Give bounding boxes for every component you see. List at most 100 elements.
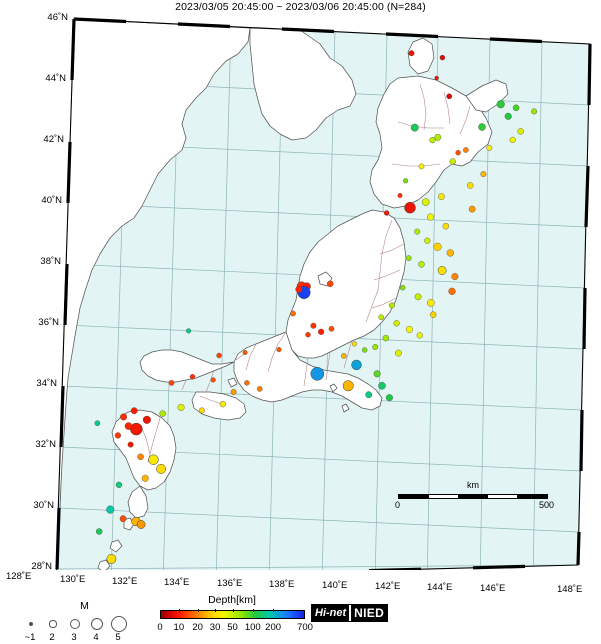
epicenter-marker bbox=[446, 93, 453, 100]
epicenter-marker bbox=[142, 415, 151, 424]
depth-legend-title: Depth[km] bbox=[208, 594, 256, 606]
epicenter-marker bbox=[414, 228, 421, 235]
magnitude-label: 3 bbox=[71, 632, 77, 643]
epicenter-marker bbox=[130, 407, 138, 415]
epicenter-marker bbox=[434, 133, 442, 141]
magnitude-symbol bbox=[70, 619, 80, 629]
epicenter-marker bbox=[404, 201, 416, 214]
depth-tick-label: 10 bbox=[173, 622, 185, 633]
epicenter-marker bbox=[486, 144, 493, 151]
epicenter-marker bbox=[512, 104, 520, 112]
depth-legend: Depth[km] 0 10 20 30 50 100 200 700 bbox=[157, 594, 313, 640]
lon-label-142: 142˚E bbox=[375, 581, 401, 592]
magnitude-legend-title: M bbox=[80, 600, 89, 612]
epicenter-marker bbox=[434, 75, 439, 81]
depth-tick bbox=[273, 609, 275, 612]
epicenter-marker bbox=[405, 325, 413, 333]
epicenter-marker bbox=[362, 347, 368, 353]
epicenter-marker bbox=[397, 193, 403, 198]
depth-tick-label: 50 bbox=[227, 622, 238, 633]
scale-bar-track bbox=[398, 494, 548, 499]
depth-tick-label: 100 bbox=[244, 622, 261, 633]
epicenter-marker bbox=[410, 123, 419, 132]
epicenter-marker bbox=[305, 332, 311, 338]
epicenter-marker bbox=[137, 453, 144, 461]
epicenter-marker bbox=[429, 311, 437, 318]
epicenter-marker bbox=[230, 389, 237, 395]
map-frame bbox=[55, 17, 592, 570]
epicenter-marker bbox=[388, 302, 395, 309]
lon-label-128: 128˚E bbox=[6, 571, 32, 582]
lat-label-44: 44˚N bbox=[45, 73, 66, 84]
magnitude-label: 4 bbox=[93, 632, 99, 643]
epicenter-marker bbox=[318, 328, 325, 335]
epicenter-marker bbox=[385, 394, 393, 402]
epicenter-marker bbox=[427, 299, 435, 307]
epicenter-marker bbox=[114, 432, 121, 439]
epicenter-marker bbox=[408, 50, 415, 57]
magnitude-label: ~1 bbox=[24, 632, 36, 643]
epicenter-marker bbox=[480, 171, 487, 178]
prefecture-borders bbox=[139, 83, 471, 463]
epicenter-marker bbox=[442, 222, 450, 230]
epicenter-marker bbox=[393, 320, 400, 327]
epicenter-marker bbox=[256, 386, 263, 392]
magnitude-label: 2 bbox=[49, 632, 55, 643]
epicenter-marker bbox=[468, 205, 476, 213]
lon-label-132: 132˚E bbox=[112, 576, 138, 587]
lat-label-34: 34˚N bbox=[36, 378, 57, 389]
epicenter-marker bbox=[94, 420, 101, 427]
epicenter-marker bbox=[414, 293, 422, 301]
epicenter-marker bbox=[418, 163, 425, 170]
epicenter-marker bbox=[351, 359, 362, 371]
lat-label-40: 40˚N bbox=[41, 195, 62, 206]
lon-label-138: 138˚E bbox=[269, 579, 295, 590]
epicenter-marker bbox=[478, 123, 486, 131]
epicenter-marker bbox=[159, 410, 166, 417]
depth-tick bbox=[197, 609, 199, 612]
lat-label-32: 32˚N bbox=[35, 439, 56, 450]
epicenter-marker bbox=[373, 370, 381, 378]
epicenter-marker bbox=[244, 380, 250, 386]
epicenter-marker bbox=[326, 280, 334, 288]
depth-tick-label: 30 bbox=[209, 622, 221, 633]
epicenter-marker bbox=[424, 237, 431, 244]
epicenter-marker bbox=[378, 382, 386, 390]
epicenter-marker bbox=[449, 158, 456, 165]
epicenter-marker bbox=[439, 54, 446, 61]
epicenter-marker bbox=[141, 474, 149, 482]
legend-area: M ~1 2 3 4 5 Depth[km] 0 10 20 30 50 100 200 700 Hi… bbox=[0, 572, 601, 643]
epicenter-marker bbox=[466, 182, 474, 189]
magnitude-label: 5 bbox=[115, 632, 121, 643]
epicenter-marker bbox=[437, 266, 447, 275]
epicenter-marker bbox=[295, 285, 303, 293]
epicenter-marker bbox=[418, 261, 425, 268]
epicenter-marker bbox=[342, 380, 354, 392]
magnitude-symbol-row bbox=[22, 614, 147, 633]
epicenter-marker bbox=[186, 328, 192, 334]
epicenter-marker bbox=[427, 213, 434, 221]
epicenter-marker bbox=[433, 242, 442, 251]
epicenter-marker bbox=[216, 352, 222, 359]
epicenter-marker bbox=[290, 310, 296, 317]
epicenter-marker bbox=[127, 441, 134, 448]
magnitude-symbol bbox=[110, 615, 128, 633]
magnitude-symbol bbox=[90, 617, 104, 631]
nied-logo-text: NIED bbox=[351, 605, 388, 621]
lon-label-144: 144˚E bbox=[427, 582, 453, 593]
lon-label-148: 148˚E bbox=[557, 584, 583, 595]
epicenter-marker bbox=[276, 347, 282, 353]
epicenter-marker bbox=[438, 193, 445, 200]
lat-label-46: 46˚N bbox=[47, 12, 68, 23]
scale-bar: km 0 500 bbox=[395, 480, 554, 512]
epicenter-marker bbox=[189, 374, 196, 380]
epicenter-marker bbox=[119, 515, 127, 523]
epicenter-marker bbox=[403, 178, 409, 184]
hinet-logo-text: Hi-net bbox=[312, 605, 350, 621]
epicenter-marker bbox=[448, 287, 456, 295]
depth-tick-label: 700 bbox=[297, 622, 313, 633]
magnitude-symbol bbox=[28, 621, 34, 627]
epicenter-marker bbox=[242, 350, 248, 355]
epicenter-marker bbox=[168, 380, 175, 386]
epicenter-marker bbox=[328, 325, 335, 332]
